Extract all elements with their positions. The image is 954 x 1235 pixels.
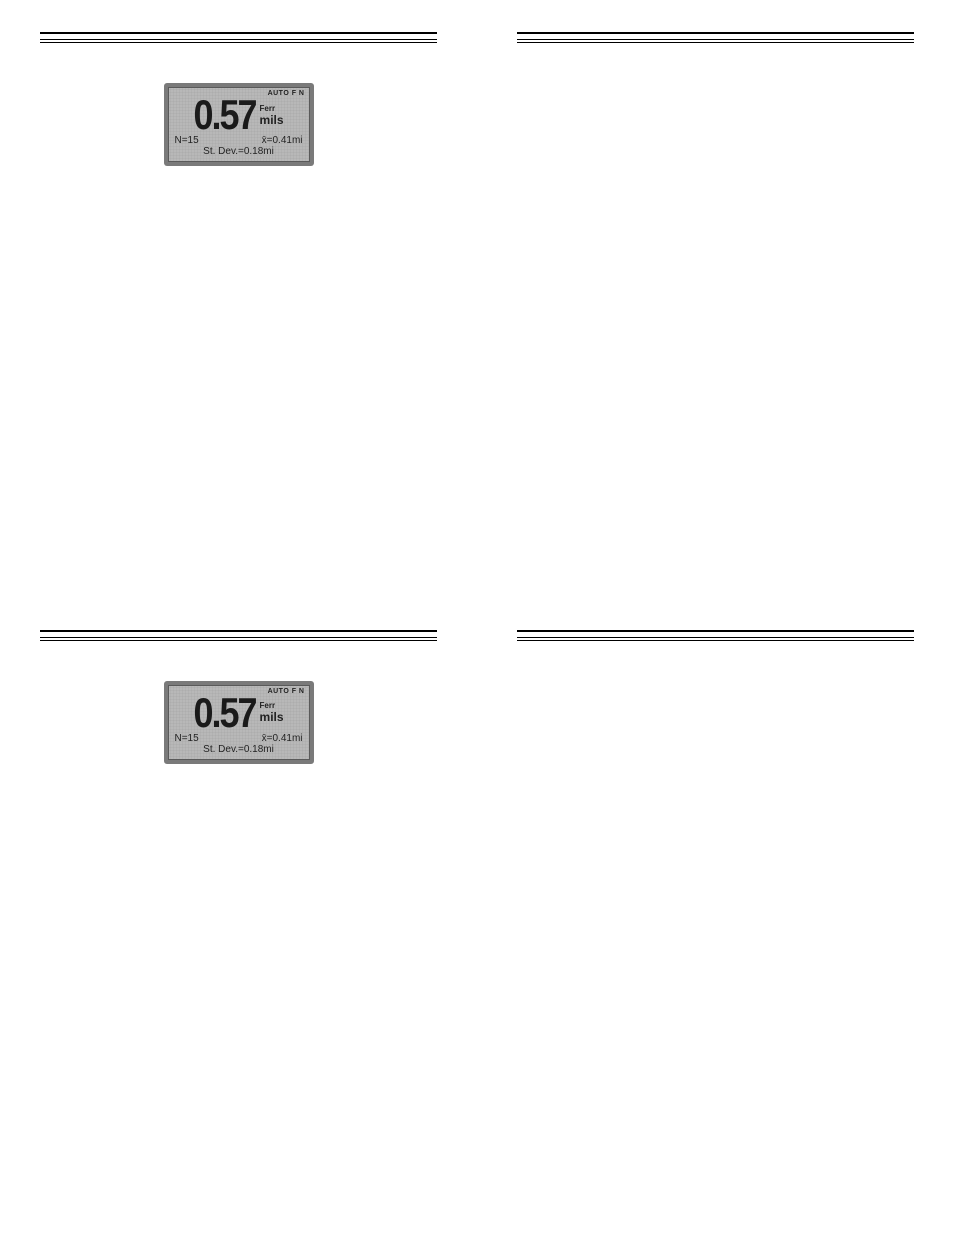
- lcd-stddev-value: St. Dev.=0.18mi: [173, 744, 305, 755]
- separator-bottom-right: [517, 630, 914, 641]
- lcd-substrate-label: Ferr: [260, 702, 276, 710]
- lcd-reading-value: 0.57: [193, 94, 255, 135]
- quadrant-top-left: AUTO F N 0.57 Ferr mils N=15 x̄=0.41mi S…: [40, 32, 437, 606]
- lcd-main-row: 0.57 Ferr mils: [173, 97, 305, 133]
- lcd-bezel: AUTO F N 0.57 Ferr mils N=15 x̄=0.41mi S…: [164, 681, 314, 764]
- lcd-substrate-label: Ferr: [260, 105, 276, 113]
- quadrant-bottom-right: [517, 630, 914, 1204]
- lcd-container-top: AUTO F N 0.57 Ferr mils N=15 x̄=0.41mi S…: [40, 83, 437, 166]
- separator-top-right: [517, 32, 914, 43]
- quadrant-bottom-left: AUTO F N 0.57 Ferr mils N=15 x̄=0.41mi S…: [40, 630, 437, 1204]
- lcd-mean-value: x̄=0.41mi: [262, 135, 303, 146]
- lcd-right-labels: Ferr mils: [260, 702, 284, 723]
- lcd-main-row: 0.57 Ferr mils: [173, 695, 305, 731]
- separator-bottom-left: [40, 630, 437, 641]
- lcd-units-label: mils: [260, 711, 284, 723]
- lcd-stddev-value: St. Dev.=0.18mi: [173, 146, 305, 157]
- lcd-bezel: AUTO F N 0.57 Ferr mils N=15 x̄=0.41mi S…: [164, 83, 314, 166]
- page-grid: AUTO F N 0.57 Ferr mils N=15 x̄=0.41mi S…: [0, 0, 954, 1235]
- quadrant-top-right: [517, 32, 914, 606]
- lcd-screen: AUTO F N 0.57 Ferr mils N=15 x̄=0.41mi S…: [168, 685, 310, 760]
- lcd-reading-value: 0.57: [193, 692, 255, 733]
- lcd-units-label: mils: [260, 114, 284, 126]
- lcd-mean-value: x̄=0.41mi: [262, 733, 303, 744]
- lcd-right-labels: Ferr mils: [260, 105, 284, 126]
- lcd-container-bottom: AUTO F N 0.57 Ferr mils N=15 x̄=0.41mi S…: [40, 681, 437, 764]
- lcd-screen: AUTO F N 0.57 Ferr mils N=15 x̄=0.41mi S…: [168, 87, 310, 162]
- separator-top-left: [40, 32, 437, 43]
